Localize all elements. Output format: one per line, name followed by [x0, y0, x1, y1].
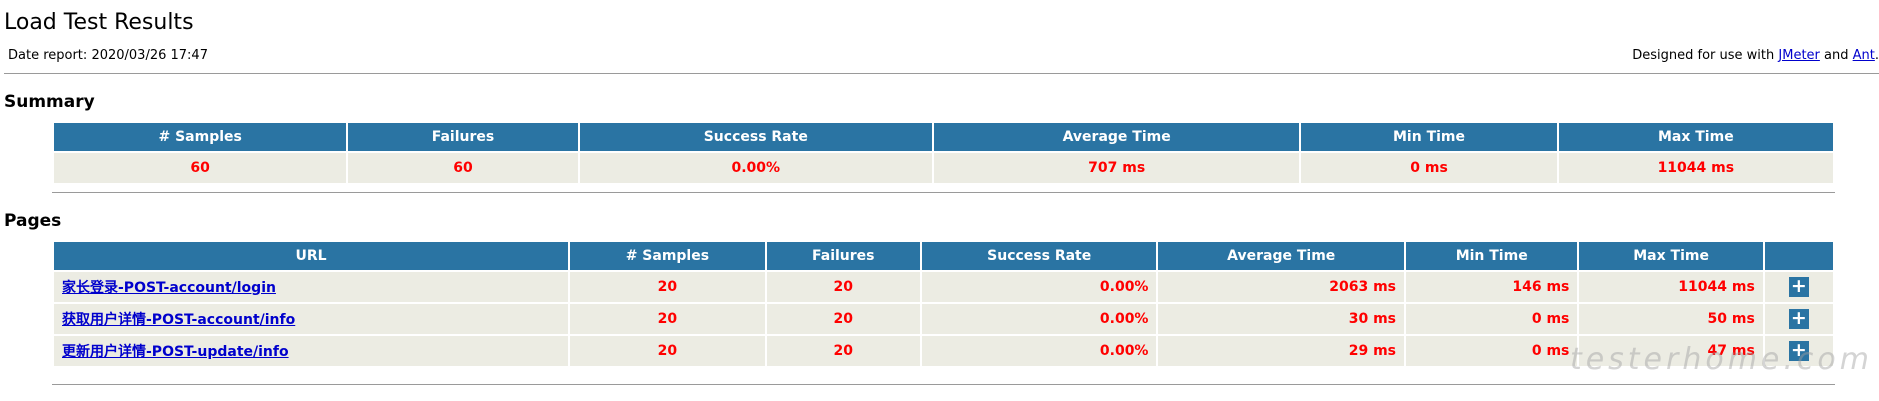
- page-url-cell: 获取用户详情-POST-account/info: [54, 304, 569, 334]
- page-min-time: 0 ms: [1406, 336, 1578, 366]
- pages-col-success-rate: Success Rate: [921, 242, 1157, 270]
- designed-prefix: Designed for use with: [1632, 48, 1779, 63]
- page-failures: 20: [766, 272, 920, 302]
- page-samples: 20: [570, 336, 765, 366]
- date-report: Date report: 2020/03/26 17:47: [8, 48, 208, 63]
- summary-col-average-time: Average Time: [933, 123, 1300, 151]
- summary-failures-value: 60: [348, 153, 578, 183]
- jmeter-link[interactable]: JMeter: [1778, 48, 1820, 63]
- page-success-rate: 0.00%: [921, 272, 1157, 302]
- page-url-link[interactable]: 更新用户详情-POST-update/info: [62, 344, 289, 360]
- designed-suffix: .: [1874, 48, 1879, 63]
- summary-heading: Summary: [4, 92, 95, 112]
- page-max-time: 50 ms: [1579, 304, 1763, 334]
- expand-plus-icon[interactable]: +: [1788, 341, 1809, 361]
- summary-success-rate-value: 0.00%: [579, 153, 932, 183]
- pages-col-expand: [1764, 242, 1833, 270]
- summary-col-min-time: Min Time: [1301, 123, 1557, 151]
- page-failures: 20: [766, 336, 920, 366]
- summary-average-time-value: 707 ms: [933, 153, 1300, 183]
- table-row: 获取用户详情-POST-account/info 20 20 0.00% 30 …: [54, 304, 1833, 334]
- page-expand-cell: +: [1764, 336, 1833, 366]
- pages-header-row: URL # Samples Failures Success Rate Aver…: [54, 242, 1833, 270]
- date-report-label: Date report:: [8, 48, 88, 63]
- pages-heading: Pages: [4, 211, 62, 231]
- summary-col-samples: # Samples: [54, 123, 347, 151]
- designed-middle: and: [1819, 48, 1853, 63]
- page-title: Load Test Results: [4, 10, 194, 35]
- page-url-link[interactable]: 家长登录-POST-account/login: [62, 280, 276, 296]
- summary-table: # Samples Failures Success Rate Average …: [52, 121, 1835, 185]
- expand-plus-icon[interactable]: +: [1788, 309, 1809, 329]
- page-max-time: 11044 ms: [1579, 272, 1763, 302]
- summary-divider: [52, 192, 1835, 193]
- summary-col-failures: Failures: [348, 123, 578, 151]
- pages-divider: [52, 384, 1835, 385]
- summary-col-max-time: Max Time: [1558, 123, 1833, 151]
- page-success-rate: 0.00%: [921, 304, 1157, 334]
- table-row: 家长登录-POST-account/login 20 20 0.00% 2063…: [54, 272, 1833, 302]
- summary-min-time-value: 0 ms: [1301, 153, 1557, 183]
- page-success-rate: 0.00%: [921, 336, 1157, 366]
- pages-col-url: URL: [54, 242, 569, 270]
- pages-col-max-time: Max Time: [1579, 242, 1763, 270]
- pages-col-failures: Failures: [766, 242, 920, 270]
- ant-link[interactable]: Ant: [1852, 48, 1875, 63]
- header-divider: [4, 73, 1879, 74]
- watermark: testerhome.com: [1569, 342, 1873, 377]
- page-expand-cell: +: [1764, 304, 1833, 334]
- page-max-time: 47 ms: [1579, 336, 1763, 366]
- page-url-cell: 家长登录-POST-account/login: [54, 272, 569, 302]
- pages-col-samples: # Samples: [570, 242, 765, 270]
- summary-header-row: # Samples Failures Success Rate Average …: [54, 123, 1833, 151]
- pages-table: URL # Samples Failures Success Rate Aver…: [52, 240, 1835, 368]
- page-average-time: 30 ms: [1158, 304, 1405, 334]
- page-min-time: 146 ms: [1406, 272, 1578, 302]
- pages-col-average-time: Average Time: [1158, 242, 1405, 270]
- pages-col-min-time: Min Time: [1406, 242, 1578, 270]
- summary-samples-value: 60: [54, 153, 347, 183]
- page-average-time: 2063 ms: [1158, 272, 1405, 302]
- page-expand-cell: +: [1764, 272, 1833, 302]
- page-failures: 20: [766, 304, 920, 334]
- summary-max-time-value: 11044 ms: [1558, 153, 1833, 183]
- page-url-cell: 更新用户详情-POST-update/info: [54, 336, 569, 366]
- summary-row: 60 60 0.00% 707 ms 0 ms 11044 ms: [54, 153, 1833, 183]
- designed-for-notice: Designed for use with JMeter and Ant.: [1632, 48, 1879, 63]
- table-row: 更新用户详情-POST-update/info 20 20 0.00% 29 m…: [54, 336, 1833, 366]
- expand-plus-icon[interactable]: +: [1788, 277, 1809, 297]
- page-min-time: 0 ms: [1406, 304, 1578, 334]
- page-samples: 20: [570, 304, 765, 334]
- page-url-link[interactable]: 获取用户详情-POST-account/info: [62, 312, 296, 328]
- summary-col-success-rate: Success Rate: [579, 123, 932, 151]
- page-samples: 20: [570, 272, 765, 302]
- date-report-value: 2020/03/26 17:47: [91, 48, 208, 63]
- page-average-time: 29 ms: [1158, 336, 1405, 366]
